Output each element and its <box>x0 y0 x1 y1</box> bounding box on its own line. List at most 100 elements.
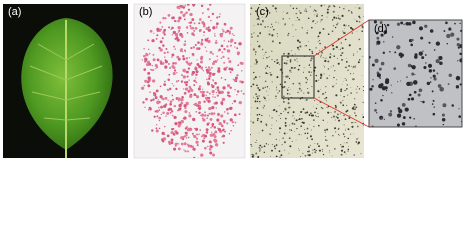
speckle <box>324 98 326 100</box>
speckle <box>371 63 375 67</box>
speckle <box>328 7 329 8</box>
speckle <box>332 48 335 50</box>
speckle <box>319 50 321 52</box>
speckle <box>343 151 346 153</box>
panel-c-background <box>250 4 364 158</box>
speckle <box>406 81 411 87</box>
speckle <box>356 86 359 88</box>
speckle <box>335 17 338 19</box>
speckle <box>264 54 265 55</box>
speckle <box>265 143 268 145</box>
speckle <box>173 104 177 108</box>
speckle <box>259 19 261 21</box>
speckle <box>275 110 278 113</box>
speckle <box>195 127 199 131</box>
speckle <box>185 70 189 74</box>
speckle <box>229 40 233 43</box>
speckle <box>336 79 338 81</box>
speckle <box>263 96 265 98</box>
speckle <box>432 74 436 78</box>
speckle <box>177 109 179 112</box>
speckle <box>411 65 416 70</box>
speckle <box>185 81 189 84</box>
speckle <box>413 90 417 94</box>
speckle <box>299 114 301 116</box>
speckle <box>319 76 322 79</box>
speckle <box>258 95 260 97</box>
speckle <box>220 77 223 79</box>
speckle <box>217 67 221 71</box>
speckle <box>266 125 268 127</box>
speckle <box>230 129 232 132</box>
speckle <box>288 106 291 109</box>
speckle <box>208 92 211 95</box>
speckle <box>275 21 277 23</box>
speckle <box>408 93 412 97</box>
speckle <box>315 10 317 12</box>
speckle <box>268 99 270 101</box>
speckle <box>222 86 226 90</box>
speckle <box>275 138 277 141</box>
speckle <box>223 121 226 124</box>
speckle <box>259 100 261 103</box>
speckle <box>315 79 318 83</box>
zoom-connector <box>313 19 370 57</box>
speckle <box>163 83 166 86</box>
speckle <box>213 135 217 139</box>
speckle <box>327 33 330 36</box>
speckle <box>177 97 181 101</box>
speckle <box>459 22 461 25</box>
speckle <box>184 50 187 53</box>
speckle <box>183 116 187 120</box>
speckle <box>241 80 244 84</box>
speckle <box>163 80 166 83</box>
speckle <box>435 58 440 64</box>
speckle <box>214 139 218 143</box>
speckle <box>317 37 319 39</box>
speckle <box>156 27 160 31</box>
speckle <box>234 79 237 82</box>
speckle <box>418 88 423 93</box>
speckle <box>309 112 312 115</box>
speckle <box>269 88 271 90</box>
speckle <box>183 135 187 138</box>
speckle <box>348 64 351 67</box>
speckle <box>193 22 196 25</box>
speckle <box>312 149 314 151</box>
speckle <box>322 119 324 122</box>
speckle <box>231 102 234 105</box>
speckle <box>209 51 213 54</box>
speckle <box>195 73 198 76</box>
speckle <box>381 86 387 91</box>
speckle <box>226 29 230 33</box>
speckle <box>200 4 204 8</box>
speckle <box>260 13 262 15</box>
speckle <box>300 90 302 92</box>
speckle <box>255 98 256 99</box>
speckle <box>178 121 181 124</box>
speckle <box>167 108 171 112</box>
speckle <box>341 14 344 17</box>
speckle <box>340 153 343 156</box>
speckle <box>404 107 409 112</box>
speckle <box>177 31 180 33</box>
speckle <box>232 124 235 127</box>
speckle <box>228 67 232 71</box>
speckle <box>448 73 453 78</box>
speckle <box>202 88 204 90</box>
speckle <box>287 52 290 55</box>
speckle <box>397 81 399 83</box>
speckle <box>285 75 288 78</box>
speckle <box>253 78 255 80</box>
speckle <box>305 10 308 13</box>
speckle <box>152 98 155 101</box>
speckle <box>342 133 345 135</box>
panel-d: (d) <box>368 19 463 128</box>
speckle <box>329 152 331 154</box>
speckle <box>285 62 288 65</box>
speckle <box>185 134 188 137</box>
speckle <box>167 78 170 81</box>
speckle <box>289 72 291 74</box>
speckle <box>143 48 145 50</box>
speckle <box>218 90 222 95</box>
